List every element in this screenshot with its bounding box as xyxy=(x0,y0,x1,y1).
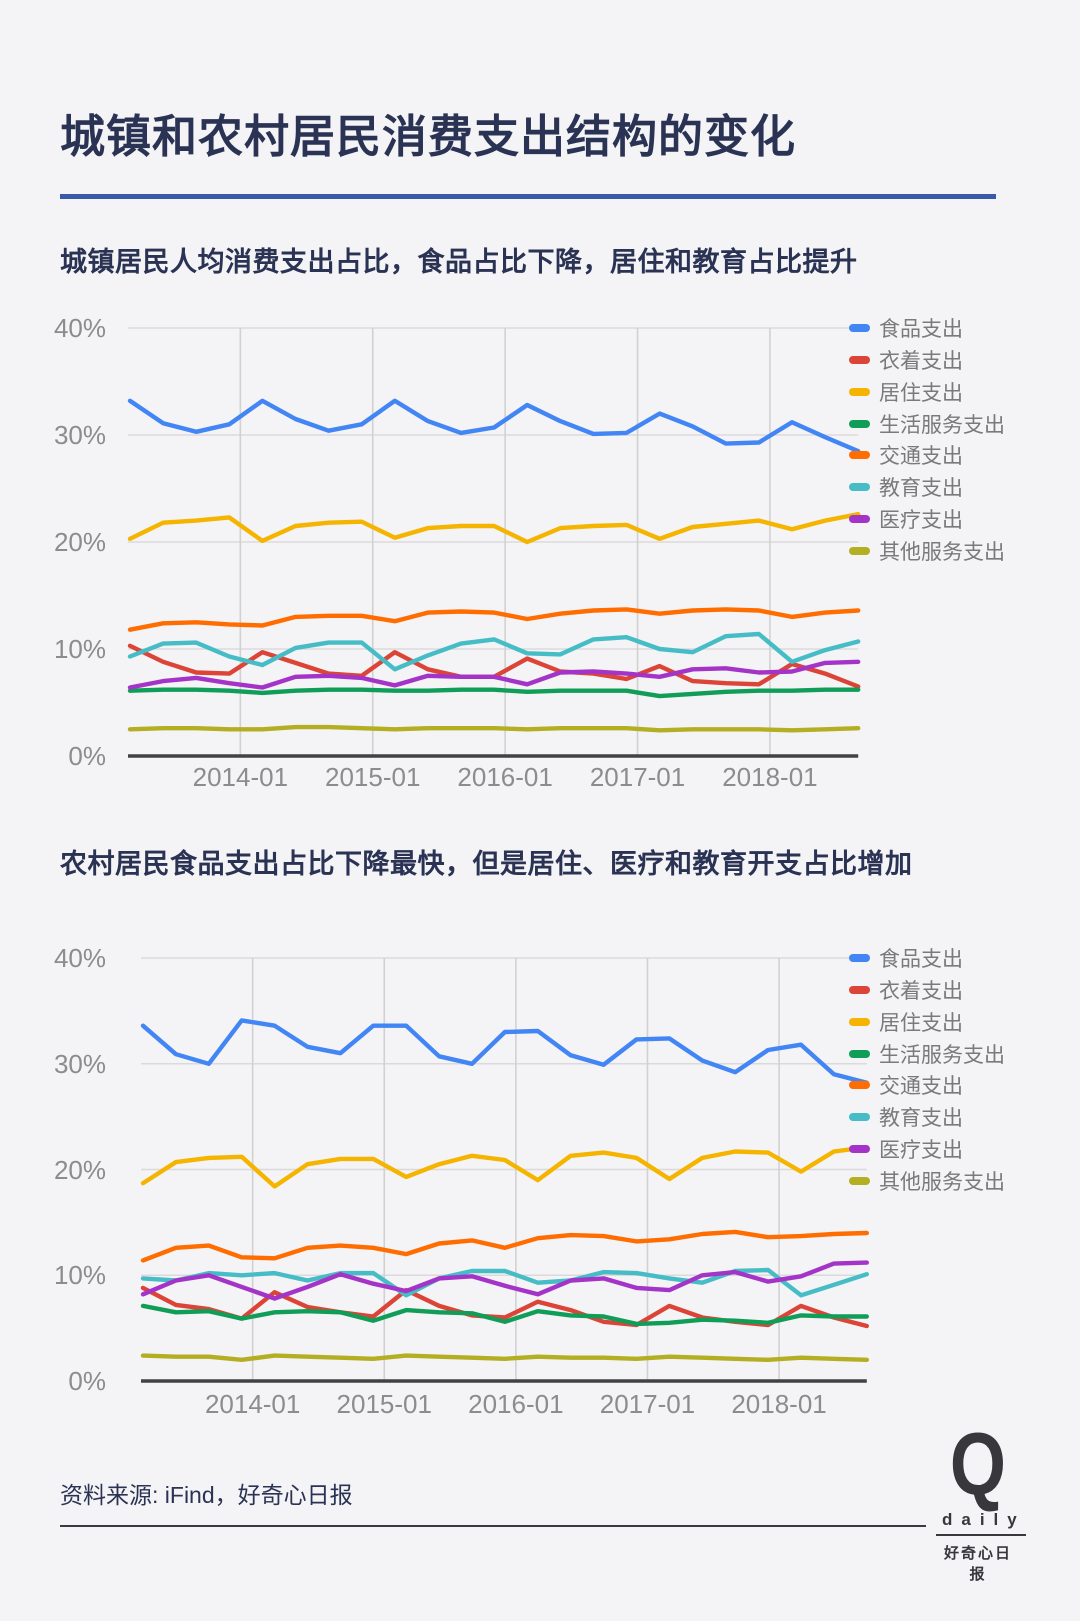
chart1-y-tick-label: 0% xyxy=(68,741,106,771)
chart1-legend-item-food: 食品支出 xyxy=(849,315,963,341)
legend-label-medical: 医疗支出 xyxy=(879,1139,963,1163)
legend-swatch-education xyxy=(849,1113,870,1122)
legend-label-household-services: 生活服务支出 xyxy=(879,1043,1005,1067)
chart2-y-tick-label: 20% xyxy=(53,1154,106,1185)
chart1-x-tick-label: 2014-01 xyxy=(192,762,289,792)
chart2-line-medical xyxy=(140,1260,869,1301)
chart1-x-tick-label: 2015-01 xyxy=(325,762,421,792)
chart1-legend-item-medical: 医疗支出 xyxy=(849,506,963,532)
qdaily-logo-mark: Q xyxy=(949,1414,1007,1513)
legend-swatch-education xyxy=(849,483,870,492)
chart2-legend-item-medical: 医疗支出 xyxy=(849,1136,963,1162)
legend-label-transport: 交通支出 xyxy=(879,1075,963,1099)
legend-label-education: 教育支出 xyxy=(879,477,963,501)
legend-label-clothing: 衣着支出 xyxy=(879,349,963,373)
chart1-line-other-services xyxy=(127,724,861,733)
legend-swatch-other-services xyxy=(849,1177,870,1186)
legend-swatch-household-services xyxy=(849,1049,870,1058)
footer-divider xyxy=(60,1525,926,1527)
legend-swatch-transport xyxy=(849,451,870,460)
chart1-legend-item-education: 教育支出 xyxy=(849,474,963,500)
legend-swatch-clothing xyxy=(849,355,870,364)
chart2-legend-item-household-services: 生活服务支出 xyxy=(849,1041,1005,1067)
legend-label-other-services: 其他服务支出 xyxy=(879,541,1005,565)
chart1-x-tick-label: 2016-01 xyxy=(457,762,553,792)
chart2-y-tick-label: 10% xyxy=(53,1260,106,1291)
legend-label-medical: 医疗支出 xyxy=(879,509,963,533)
chart2-legend-item-housing: 居住支出 xyxy=(849,1009,963,1035)
legend-swatch-food xyxy=(849,954,870,962)
rural-chart-subtitle: 农村居民食品支出占比下降最快，但是居住、医疗和教育开支占比增加 xyxy=(60,849,913,879)
legend-label-other-services: 其他服务支出 xyxy=(879,1171,1005,1195)
chart1-line-transport xyxy=(127,607,861,632)
chart1-x-tick-label: 2018-01 xyxy=(722,762,818,792)
chart1-line-education xyxy=(127,631,861,672)
title-rule xyxy=(60,194,996,199)
chart1-y-tick-label: 30% xyxy=(53,420,106,450)
chart2-legend-item-other-services: 其他服务支出 xyxy=(849,1168,1005,1194)
chart2-line-food xyxy=(140,1018,869,1086)
qdaily-logo-name: daily xyxy=(936,1510,1026,1536)
chart1-line-medical xyxy=(127,659,861,690)
legend-label-clothing: 衣着支出 xyxy=(879,979,963,1003)
chart2-line-household-services xyxy=(140,1303,869,1327)
chart2-line-transport xyxy=(140,1229,869,1263)
chart1-y-tick-label: 10% xyxy=(53,634,106,664)
chart1-legend-item-housing: 居住支出 xyxy=(849,379,963,405)
chart2-line-housing xyxy=(140,1145,869,1189)
legend-swatch-housing xyxy=(849,387,870,396)
legend-swatch-transport xyxy=(849,1081,870,1090)
chart2-x-tick-label: 2016-01 xyxy=(468,1389,564,1419)
legend-label-housing: 居住支出 xyxy=(879,1011,963,1035)
chart2-legend-item-food: 食品支出 xyxy=(849,945,963,971)
urban-chart-subtitle: 城镇居民人均消费支出占比，食品占比下降，居住和教育占比提升 xyxy=(60,247,858,277)
chart1-x-tick-label: 2017-01 xyxy=(589,762,686,792)
chart2-line-education xyxy=(140,1267,869,1298)
chart2-y-tick-label: 0% xyxy=(68,1366,106,1396)
chart1-line-food xyxy=(127,398,861,454)
page-title: 城镇和农村居民消费支出结构的变化 xyxy=(60,111,797,162)
chart1-y-tick-label: 40% xyxy=(53,313,106,343)
legend-swatch-household-services xyxy=(849,419,870,428)
source-note: 资料来源: iFind，好奇心日报 xyxy=(60,1482,353,1508)
chart1-line-household-services xyxy=(127,687,861,699)
legend-label-household-services: 生活服务支出 xyxy=(879,413,1005,437)
chart1-legend-item-transport: 交通支出 xyxy=(849,442,963,468)
chart2-line-other-services xyxy=(140,1353,869,1363)
chart2-y-tick-label: 40% xyxy=(53,943,106,973)
legend-swatch-medical xyxy=(849,1145,870,1154)
chart1-legend-item-other-services: 其他服务支出 xyxy=(849,538,1005,564)
legend-label-education: 教育支出 xyxy=(879,1107,963,1131)
legend-label-food: 食品支出 xyxy=(879,948,963,971)
chart1-legend-item-clothing: 衣着支出 xyxy=(849,347,963,373)
legend-swatch-medical xyxy=(849,515,870,524)
legend-label-food: 食品支出 xyxy=(879,318,963,341)
legend-swatch-housing xyxy=(849,1017,870,1026)
chart1-line-clothing xyxy=(127,643,861,689)
chart2-x-tick-label: 2017-01 xyxy=(599,1389,696,1419)
qdaily-logo: Q daily 好奇心日报 xyxy=(936,1414,1026,1584)
legend-swatch-other-services xyxy=(849,547,870,556)
chart2-legend-item-clothing: 衣着支出 xyxy=(849,977,963,1003)
qdaily-logo-cn-name: 好奇心日报 xyxy=(943,1545,1012,1583)
chart2-legend-item-transport: 交通支出 xyxy=(849,1072,963,1098)
legend-swatch-food xyxy=(849,324,870,332)
chart2-x-tick-label: 2014-01 xyxy=(204,1389,301,1419)
legend-label-transport: 交通支出 xyxy=(879,445,963,469)
legend-swatch-clothing xyxy=(849,985,870,994)
chart2-legend-item-education: 教育支出 xyxy=(849,1104,963,1130)
legend-label-housing: 居住支出 xyxy=(879,381,963,405)
chart2-y-tick-label: 30% xyxy=(53,1048,106,1079)
chart1-y-tick-label: 20% xyxy=(53,527,106,557)
chart1-legend-item-household-services: 生活服务支出 xyxy=(849,411,1005,437)
chart1-line-housing xyxy=(127,512,861,545)
chart2-x-tick-label: 2015-01 xyxy=(336,1389,432,1419)
chart2-x-tick-label: 2018-01 xyxy=(731,1389,827,1419)
